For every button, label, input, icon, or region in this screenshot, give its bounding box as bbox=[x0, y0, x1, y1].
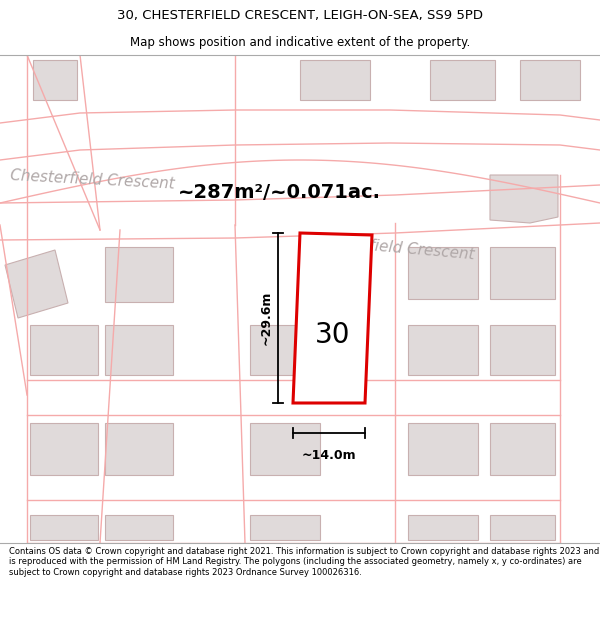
Bar bbox=[490, 515, 555, 540]
Bar bbox=[30, 515, 98, 540]
Text: ~14.0m: ~14.0m bbox=[302, 449, 356, 462]
Bar bbox=[30, 423, 98, 475]
Bar bbox=[250, 515, 320, 540]
Bar bbox=[250, 325, 320, 375]
Bar bbox=[430, 60, 495, 100]
Bar bbox=[33, 60, 77, 100]
Polygon shape bbox=[293, 233, 372, 403]
Bar bbox=[105, 515, 173, 540]
Text: Chesterfield Crescent: Chesterfield Crescent bbox=[310, 233, 475, 262]
Bar bbox=[408, 325, 478, 375]
Text: Map shows position and indicative extent of the property.: Map shows position and indicative extent… bbox=[130, 36, 470, 49]
Bar bbox=[408, 423, 478, 475]
Bar bbox=[300, 60, 370, 100]
Bar bbox=[490, 247, 555, 299]
Text: 30, CHESTERFIELD CRESCENT, LEIGH-ON-SEA, SS9 5PD: 30, CHESTERFIELD CRESCENT, LEIGH-ON-SEA,… bbox=[117, 9, 483, 22]
Bar bbox=[105, 423, 173, 475]
Bar bbox=[490, 423, 555, 475]
Bar bbox=[490, 325, 555, 375]
Text: 30: 30 bbox=[315, 321, 351, 349]
Bar bbox=[250, 423, 320, 475]
Polygon shape bbox=[490, 175, 558, 223]
Text: Contains OS data © Crown copyright and database right 2021. This information is : Contains OS data © Crown copyright and d… bbox=[9, 547, 599, 577]
Bar bbox=[105, 247, 173, 302]
Text: Chesterfield Crescent: Chesterfield Crescent bbox=[10, 168, 175, 192]
Text: ~29.6m: ~29.6m bbox=[260, 291, 272, 345]
Bar bbox=[105, 325, 173, 375]
Bar bbox=[408, 247, 478, 299]
Text: ~287m²/~0.071ac.: ~287m²/~0.071ac. bbox=[178, 184, 381, 203]
Polygon shape bbox=[5, 250, 68, 318]
Bar bbox=[520, 60, 580, 100]
Bar bbox=[30, 325, 98, 375]
Bar bbox=[408, 515, 478, 540]
